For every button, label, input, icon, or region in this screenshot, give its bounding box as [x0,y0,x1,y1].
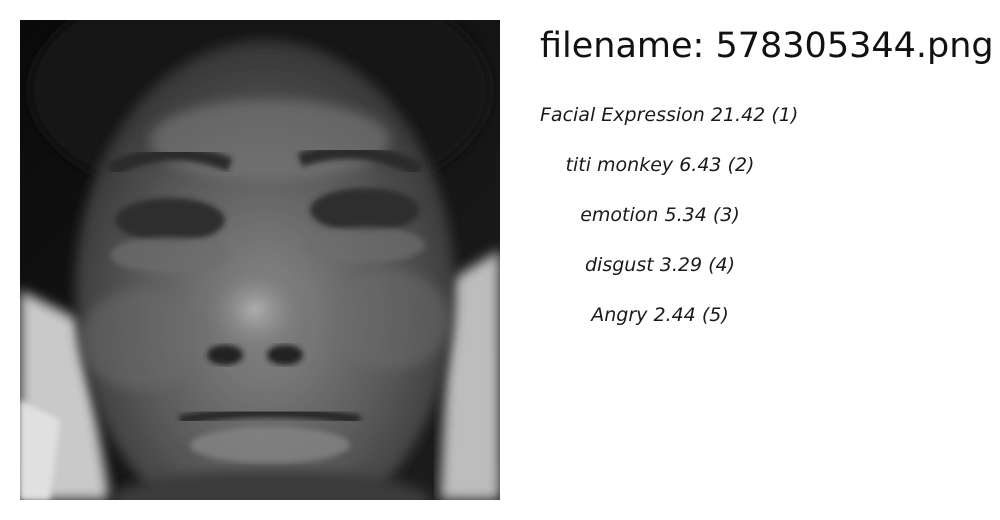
prediction-rank: (1) [771,104,799,126]
prediction-row: Angry 2.44 (5) [540,301,780,351]
prediction-row: titi monkey 6.43 (2) [540,151,780,201]
prediction-rank: (5) [701,304,729,326]
prediction-row: emotion 5.34 (3) [540,201,780,251]
prediction-rank: (3) [712,204,740,226]
prediction-score: 5.34 [664,204,707,226]
prediction-row: Facial Expression 21.42 (1) [540,101,798,151]
face-photo-icon [20,20,500,500]
prediction-rank: (2) [727,154,755,176]
face-photo [20,20,500,500]
prediction-label: disgust [584,254,654,276]
prediction-label: Facial Expression [540,104,705,126]
prediction-row: disgust 3.29 (4) [540,251,780,301]
prediction-label: titi monkey [565,154,674,176]
prediction-score: 21.42 [710,104,766,126]
filename-title: filename: 578305344.png [540,26,994,66]
prediction-list: Facial Expression 21.42 (1) titi monkey … [540,101,798,351]
prediction-rank: (4) [708,254,736,276]
prediction-score: 6.43 [679,154,722,176]
prediction-label: emotion [580,204,659,226]
prediction-label: Angry [591,304,648,326]
prediction-score: 3.29 [659,254,703,276]
prediction-score: 2.44 [653,304,696,326]
